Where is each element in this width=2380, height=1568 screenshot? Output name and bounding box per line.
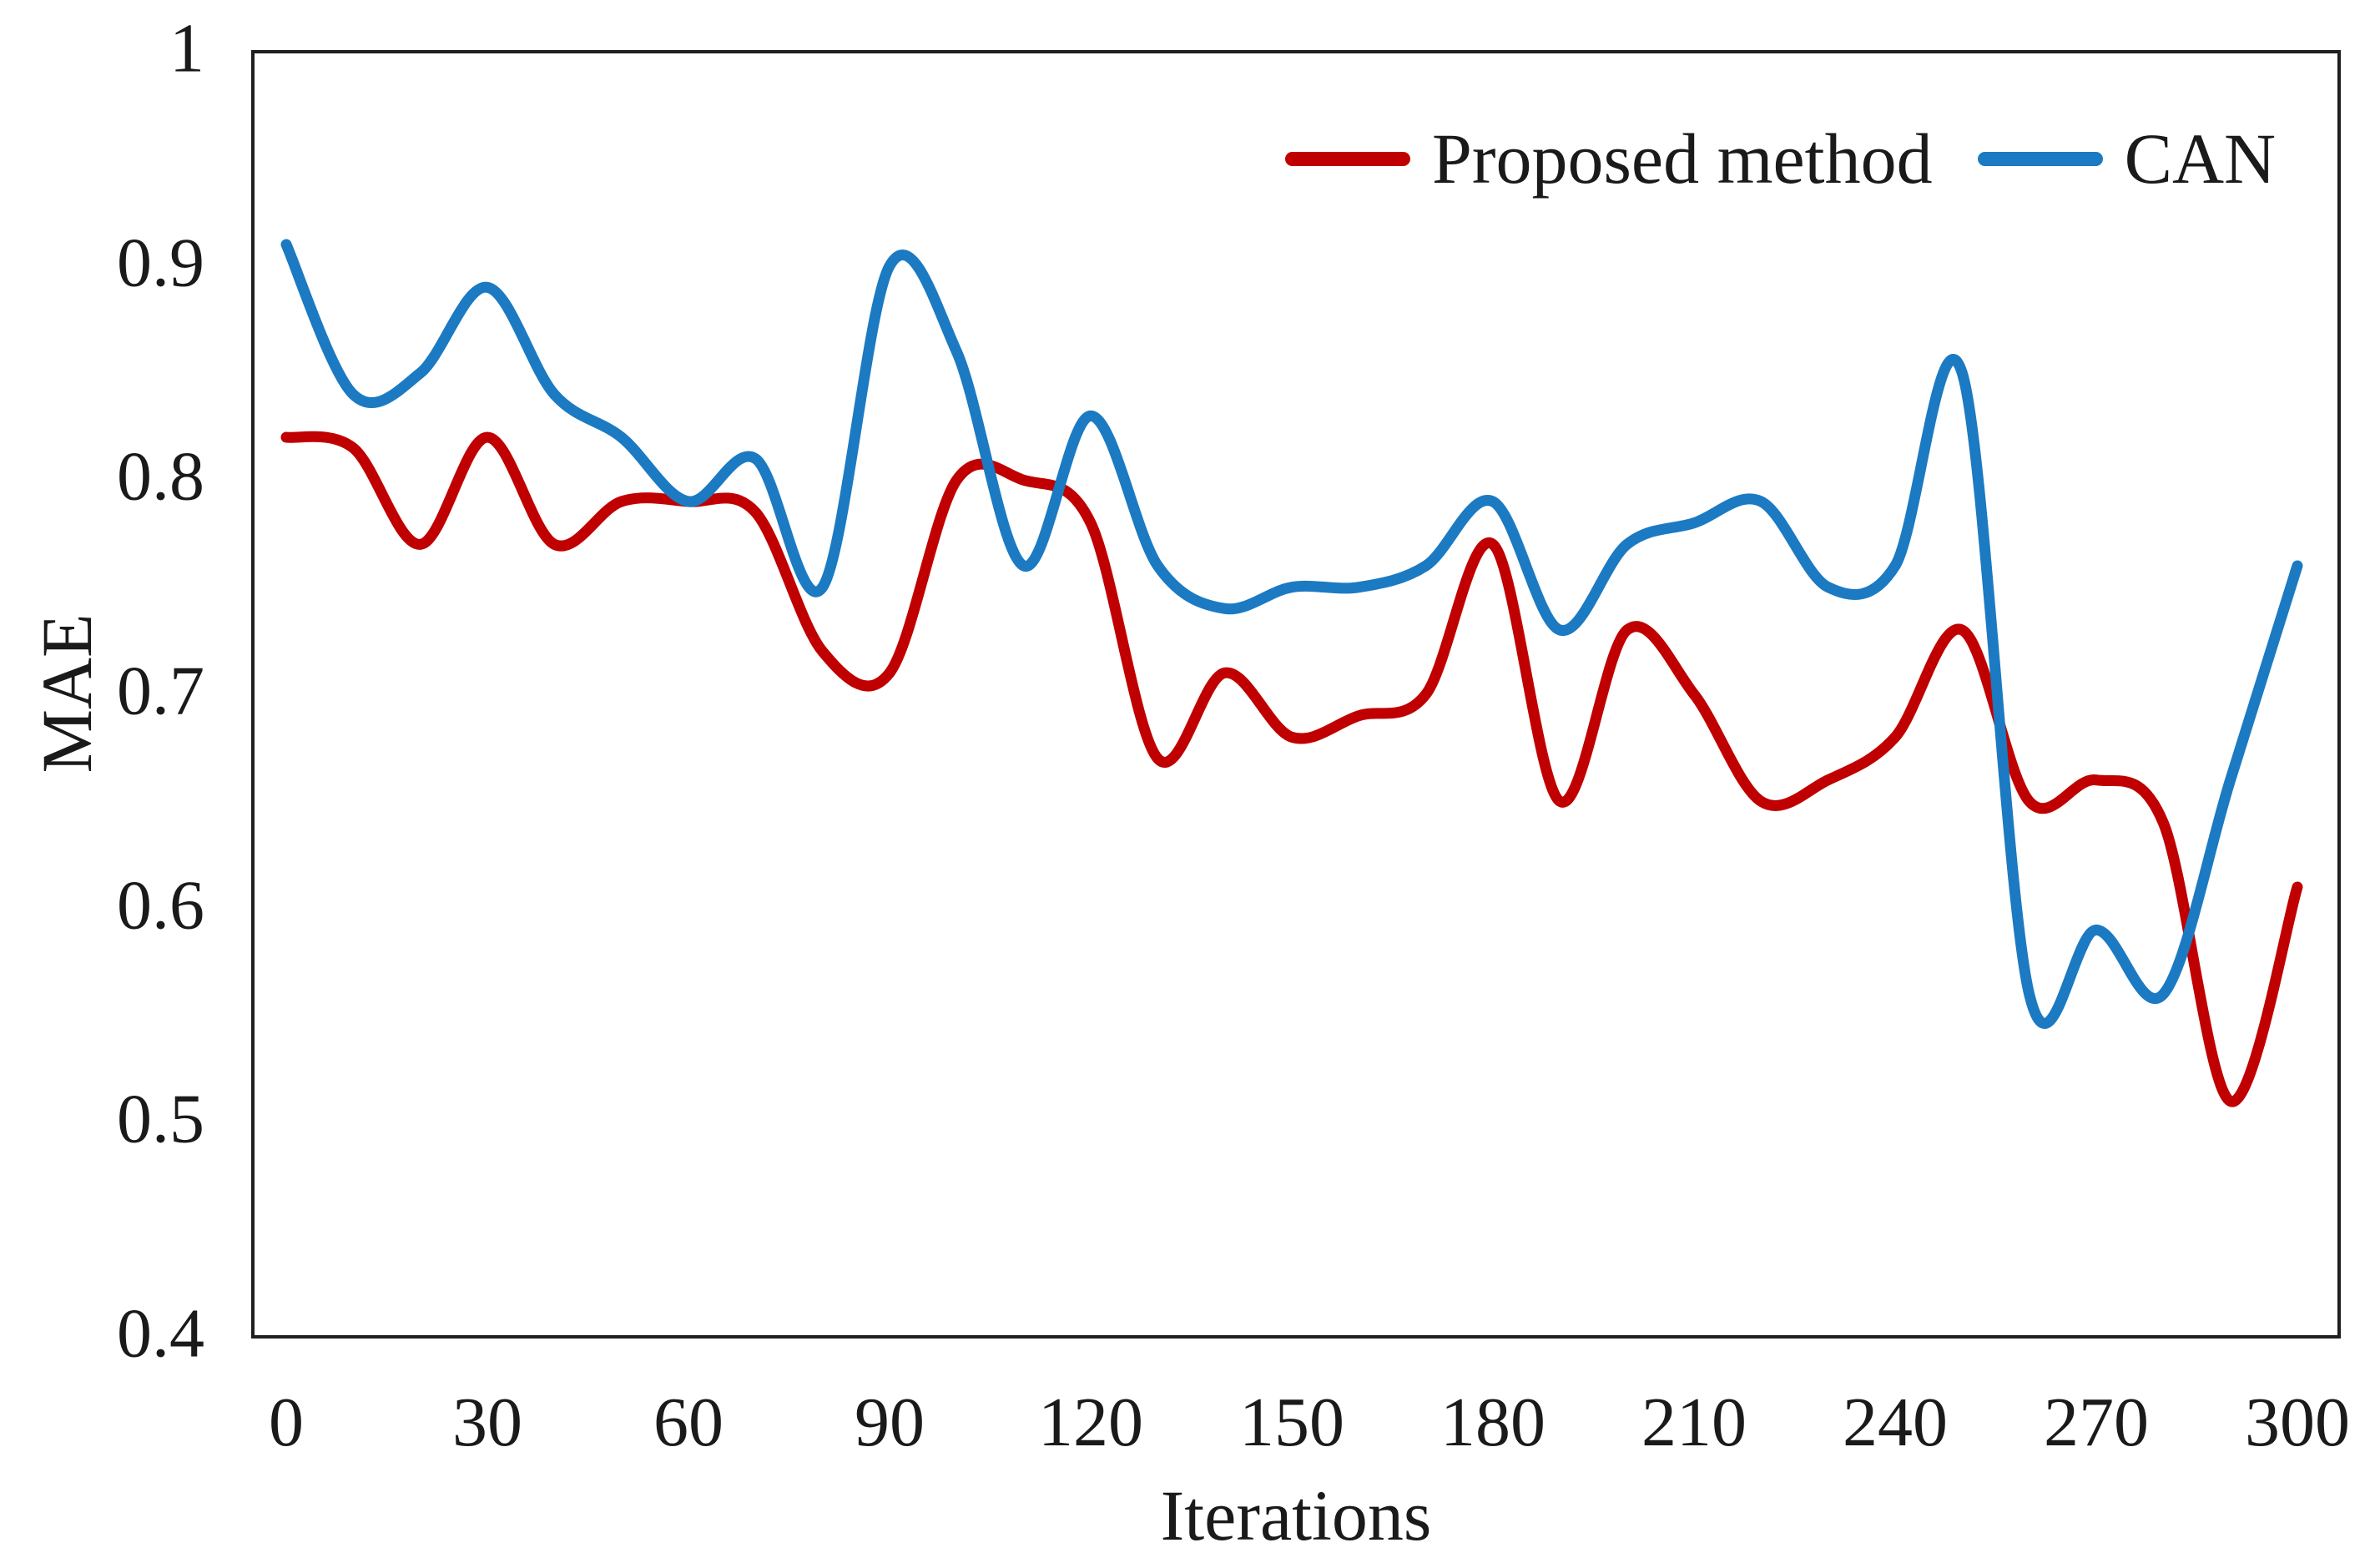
legend-item-proposed-method: Proposed method [1285,117,1933,200]
x-tick-label-120: 120 [1038,1384,1143,1461]
x-tick-label-60: 60 [653,1384,724,1461]
legend-item-can: CAN [1977,117,2277,200]
y-tick-label-0.6: 0.6 [117,866,204,945]
y-tick-label-0.9: 0.9 [117,224,204,302]
x-tick-label-240: 240 [1843,1384,1948,1461]
legend-label-proposed-method: Proposed method [1432,118,1933,199]
x-tick-label-0: 0 [269,1384,304,1461]
x-tick-label-30: 30 [452,1384,522,1461]
x-tick-label-150: 150 [1239,1384,1344,1461]
x-tick-label-270: 270 [2044,1384,2149,1461]
x-tick-label-210: 210 [1641,1384,1747,1461]
legend: Proposed method CAN [1285,118,2276,199]
y-tick-label-0.5: 0.5 [117,1080,204,1158]
x-tick-label-90: 90 [855,1384,925,1461]
x-tick-label-180: 180 [1440,1384,1545,1461]
x-axis-label: Iterations [1160,1475,1432,1555]
legend-line-proposed-method-icon [1285,151,1410,166]
y-tick-label-0.7: 0.7 [117,652,204,730]
y-tick-label-1: 1 [169,9,204,88]
series-line-proposed-method [280,431,2303,1107]
x-tick-label-300: 300 [2245,1384,2350,1461]
y-tick-label-0.8: 0.8 [117,437,204,516]
legend-label-can: CAN [2124,118,2277,199]
series-line-can [280,239,2303,1029]
legend-line-can-icon [1977,151,2103,166]
plot-border [251,50,2341,1339]
y-tick-label-0.4: 0.4 [117,1294,204,1373]
